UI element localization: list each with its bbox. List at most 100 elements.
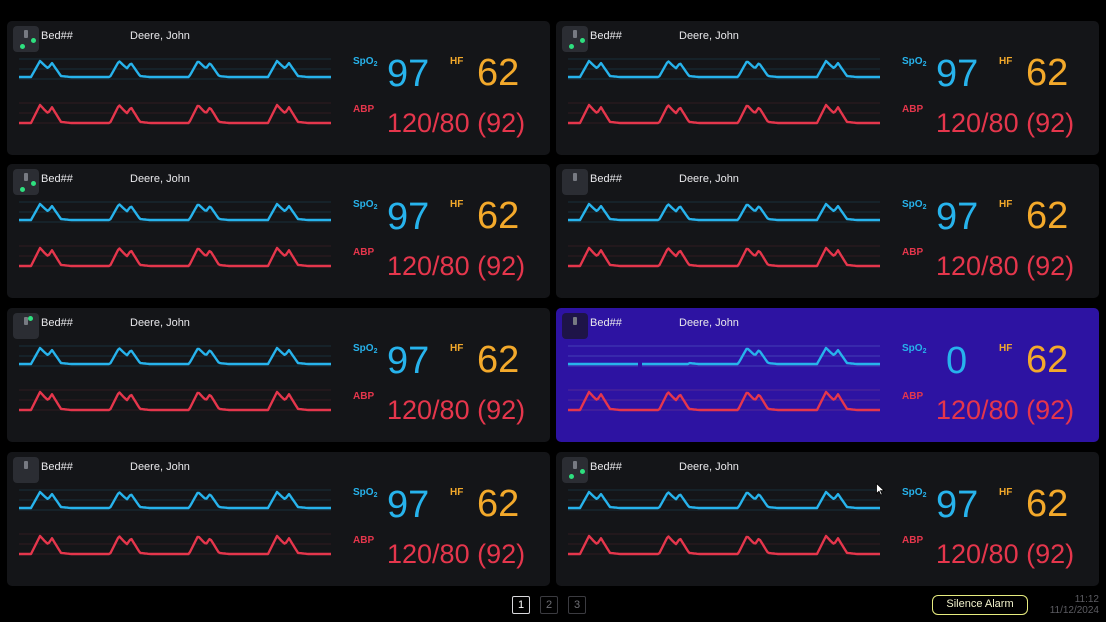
bed-label: Bed## [41,461,73,473]
bed-status-icon [562,26,588,52]
bed-label: Bed## [590,173,622,185]
bed-status-icon [13,457,39,483]
waveforms [568,345,880,412]
monitor-tile[interactable]: Bed## Deere, John SpO2 97 HF 62 ABP 120/… [556,164,1099,298]
hf-value: 62 [1026,195,1069,237]
monitor-grid: Bed## Deere, John SpO2 97 HF 62 ABP 120/… [7,21,1099,586]
abp-value: 120/80 (92) [936,539,1075,569]
hf-value: 62 [1026,52,1069,94]
abp-waveform [568,390,880,412]
abp-label: ABP [902,104,924,115]
spo2-value: 97 [936,196,979,238]
status-dot-icon [569,44,574,49]
hf-value: 62 [1026,339,1069,381]
monitor-tile[interactable]: Bed## Deere, John SpO2 97 HF 62 ABP 120/… [7,308,550,442]
monitor-tile[interactable]: Bed## Deere, John SpO2 97 HF 62 ABP 120/… [7,21,550,155]
status-dot-icon [580,38,585,43]
mouse-cursor-icon [876,483,885,496]
spo2-waveform [568,490,880,510]
bed-label: Bed## [590,30,622,42]
status-dot-icon [20,44,25,49]
page-button-1[interactable]: 1 [512,596,530,614]
hf-value: 62 [477,483,520,525]
hf-label: HF [999,343,1013,354]
hf-label: HF [450,199,464,210]
hf-label: HF [999,199,1013,210]
abp-value: 120/80 (92) [387,539,526,569]
abp-label: ABP [353,104,375,115]
spo2-waveform [568,346,880,366]
bed-status-icon [562,313,588,339]
silence-alarm-button[interactable]: Silence Alarm [932,595,1028,615]
spo2-waveform [19,346,331,366]
abp-label: ABP [902,247,924,258]
monitor-tile[interactable]: Bed## Deere, John SpO2 97 HF 62 ABP 120/… [556,21,1099,155]
page-button-2[interactable]: 2 [540,596,558,614]
hf-label: HF [450,56,464,67]
hf-label: HF [450,487,464,498]
spo2-value: 0 [946,340,968,382]
status-dot-icon [31,181,36,186]
spo2-waveform [19,202,331,222]
bed-status-icon [13,26,39,52]
spo2-label: SpO2 [902,487,927,499]
status-bar-icon [573,173,577,181]
status-dot-icon [20,187,25,192]
spo2-label: SpO2 [353,343,378,355]
status-bar-icon [24,30,28,38]
hf-value: 62 [477,339,520,381]
status-bar-icon [24,317,28,325]
abp-label: ABP [353,535,375,546]
patient-name: Deere, John [679,173,739,185]
hf-label: HF [999,487,1013,498]
waveforms [568,489,880,556]
abp-waveform [568,103,880,125]
spo2-label: SpO2 [902,199,927,211]
spo2-label: SpO2 [902,343,927,355]
signal-gap [638,360,642,368]
abp-waveform [568,246,880,268]
hf-label: HF [450,343,464,354]
patient-name: Deere, John [130,173,190,185]
status-dot-icon [580,469,585,474]
clock-time: 11:12 [1074,594,1099,605]
monitor-tile[interactable]: Bed## Deere, John SpO2 97 HF 62 ABP 120/… [556,452,1099,586]
bed-label: Bed## [41,317,73,329]
abp-label: ABP [902,391,924,402]
abp-value: 120/80 (92) [936,108,1075,138]
page-button-3[interactable]: 3 [568,596,586,614]
monitor-tile[interactable]: Bed## Deere, John SpO2 97 HF 62 ABP 120/… [7,452,550,586]
clock-date: 11/12/2024 [1049,605,1099,616]
spo2-value: 97 [387,196,430,238]
spo2-value: 97 [936,484,979,526]
abp-waveform [19,246,331,268]
patient-name: Deere, John [679,30,739,42]
patient-name: Deere, John [130,461,190,473]
hf-value: 62 [477,195,520,237]
waveforms [568,201,880,268]
waveforms [19,489,331,556]
status-bar-icon [24,173,28,181]
waveforms [19,58,331,125]
bed-status-icon [13,313,39,339]
spo2-label: SpO2 [902,56,927,68]
bed-label: Bed## [41,173,73,185]
bed-label: Bed## [590,461,622,473]
clock: 11:12 11/12/2024 [1050,594,1099,616]
spo2-waveform [19,490,331,510]
spo2-waveform [568,202,880,222]
patient-name: Deere, John [679,317,739,329]
waveforms [568,58,880,125]
spo2-value: 97 [387,53,430,95]
abp-waveform [19,103,331,125]
status-bar-icon [24,461,28,469]
abp-label: ABP [353,247,375,258]
monitor-tile[interactable]: Bed## Deere, John SpO2 97 HF 62 ABP 120/… [7,164,550,298]
monitor-tile[interactable]: Bed## Deere, John SpO2 0 HF 62 ABP 120/8… [556,308,1099,442]
hf-value: 62 [1026,483,1069,525]
spo2-waveform [19,59,331,79]
bed-label: Bed## [590,317,622,329]
abp-value: 120/80 (92) [387,108,526,138]
spo2-waveform [568,59,880,79]
